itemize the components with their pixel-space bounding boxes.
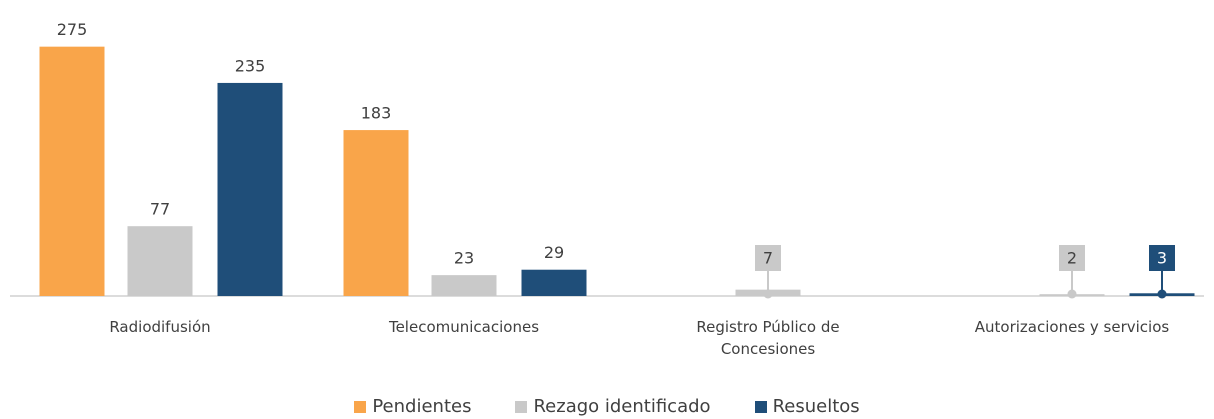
legend: Pendientes Rezago identificado Resueltos [0,396,1214,417]
legend-label: Resueltos [772,396,860,417]
bar [343,130,409,296]
x-tick-label: Telecomunicaciones [388,318,540,336]
legend-swatch [515,400,528,413]
bar [217,82,283,296]
data-label: 3 [1157,249,1167,268]
data-label: 275 [57,20,88,39]
legend-swatch [754,400,767,413]
data-label: 23 [454,249,474,268]
data-label: 2 [1067,249,1077,268]
bar [127,226,193,296]
bar [39,46,105,296]
x-tick-label: Autorizaciones y servicios [974,318,1170,336]
legend-item: Pendientes [354,396,471,417]
legend-label: Pendientes [372,396,472,417]
legend-label: Rezago identificado [533,396,711,417]
data-label: 29 [544,243,564,262]
legend-swatch [354,400,367,413]
data-label: 235 [235,56,266,75]
x-tick-label: Radiodifusión [109,318,211,336]
data-label: 7 [763,249,773,268]
leader-dot [763,289,773,299]
leader-dot [1067,289,1077,299]
legend-item: Resueltos [754,396,860,417]
legend-item: Rezago identificado [515,396,711,417]
label-box [1149,245,1175,271]
x-tick-label: Registro Público de Concesiones [696,318,840,358]
data-label: 77 [150,200,170,219]
bar [431,275,497,296]
leader-dot [1157,289,1167,299]
bar [521,269,587,296]
label-box [755,245,781,271]
data-label: 183 [361,104,392,123]
label-box [1059,245,1085,271]
